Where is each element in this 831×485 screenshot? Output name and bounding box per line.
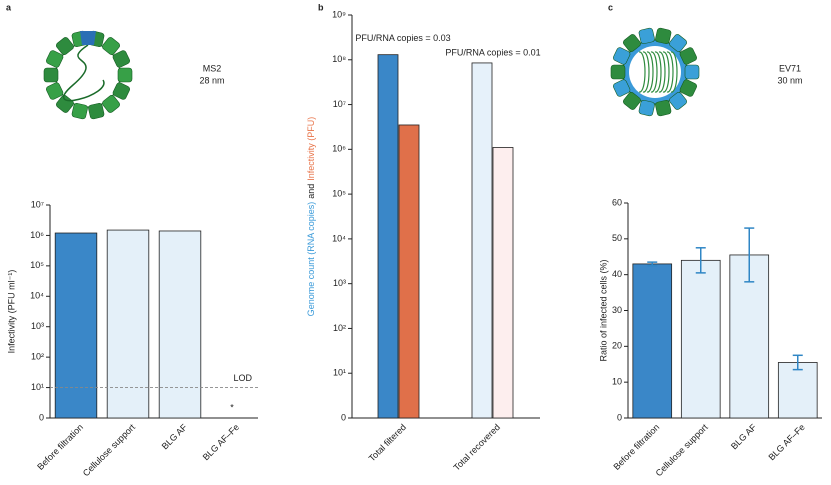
panel-letter: b [318, 2, 324, 12]
capsid-protein [638, 27, 655, 45]
virus-size: 28 nm [199, 75, 224, 85]
bar [471, 62, 493, 419]
capsid-protein [655, 27, 672, 45]
panel-letter: c [608, 2, 613, 12]
capsid-protein [102, 95, 120, 113]
capsid-protein [623, 34, 641, 52]
error-bar [792, 354, 803, 371]
x-tick-label: BLG AF–Fe [201, 422, 241, 462]
bar [158, 230, 202, 419]
y-tick-label: 10² [333, 323, 346, 333]
annotation: PFU/RNA copies = 0.03 [355, 33, 450, 43]
virus-name: MS2 [203, 63, 222, 73]
y-tick-label: 0 [341, 412, 346, 422]
virus-size: 30 nm [777, 75, 802, 85]
genome [63, 44, 105, 102]
panel-letter: a [6, 2, 12, 12]
reference-label: LOD [233, 373, 252, 383]
y-tick-label: 10³ [31, 321, 44, 331]
capsid-protein [669, 34, 687, 52]
capsid-protein [56, 95, 74, 113]
y-tick-label: 10² [31, 352, 44, 362]
capsid-protein [679, 79, 697, 97]
capsid-protein [46, 50, 64, 68]
capsid-protein [669, 92, 687, 110]
genome [638, 51, 678, 93]
error-bar [695, 247, 706, 274]
x-tick-label: BLG AF [729, 422, 759, 452]
y-axis-label-part: Infectivity (PFU) [306, 117, 316, 181]
capsid-protein [684, 64, 700, 80]
y-tick-label: 10¹ [31, 382, 44, 392]
y-tick-label: 10⁴ [30, 291, 44, 301]
y-tick-label: 0 [617, 412, 622, 422]
error-bar [744, 227, 755, 283]
capsid-protein [613, 79, 631, 97]
x-tick-label: Before filtration [35, 422, 85, 472]
x-tick-label: Before filtration [611, 422, 661, 472]
capsid-protein [88, 102, 105, 120]
x-tick-label: Total recovered [452, 422, 503, 473]
capsid-protein [623, 92, 641, 110]
y-axis-label: Ratio of infected cells (%) [598, 259, 608, 361]
capsid-protein [56, 37, 74, 55]
y-tick-label: 10⁹ [332, 9, 346, 19]
y-tick-label: 10⁷ [333, 99, 346, 109]
y-axis-label-part: and [306, 184, 316, 199]
bar [680, 259, 721, 419]
y-axis-label: Infectivity (PFU ml⁻¹) [6, 270, 16, 354]
capsid-protein [43, 67, 59, 83]
y-tick-label: 10³ [333, 278, 346, 288]
capsid-protein [102, 37, 120, 55]
capsid-protein [638, 99, 655, 117]
y-tick-label: 20 [612, 341, 622, 351]
y-tick-label: 0 [39, 412, 44, 422]
virus-name: EV71 [779, 63, 801, 73]
capsid-protein [679, 47, 697, 65]
capsid-protein [112, 82, 130, 100]
capsid-protein [112, 50, 130, 68]
capsid-protein [613, 47, 631, 65]
virus-illustration [610, 27, 700, 117]
annotation: * [230, 402, 234, 412]
y-axis-label-part: Genome count (RNA copies) [306, 202, 316, 317]
capsid-protein [71, 102, 88, 120]
y-tick-label: 10⁸ [332, 54, 346, 64]
y-tick-label: 10⁶ [30, 230, 44, 240]
y-tick-label: 10 [612, 377, 622, 387]
bar [777, 362, 818, 419]
y-tick-label: 10⁷ [31, 199, 44, 209]
bar [632, 263, 673, 419]
y-tick-label: 60 [612, 197, 622, 207]
bar [54, 232, 98, 419]
x-tick-label: BLG AF–Fe [767, 422, 807, 462]
y-tick-label: 10⁶ [332, 144, 346, 154]
y-tick-label: 10⁴ [332, 233, 346, 243]
bar [492, 147, 514, 419]
bar [377, 54, 399, 419]
capsid-protein [655, 99, 672, 117]
y-tick-label: 10⁵ [332, 188, 346, 198]
capsid-protein [610, 64, 626, 80]
y-tick-label: 40 [612, 269, 622, 279]
maturation-protein [80, 31, 96, 45]
y-tick-label: 10¹ [333, 368, 346, 378]
y-axis-label: Genome count (RNA copies) and Infectivity … [306, 117, 316, 317]
virus-illustration [43, 30, 133, 120]
bar [106, 229, 150, 419]
y-tick-label: 10⁵ [30, 260, 44, 270]
capsid-protein [117, 67, 133, 83]
x-tick-label: Cellulose support [81, 422, 138, 479]
annotation: PFU/RNA copies = 0.01 [445, 47, 540, 57]
bar [398, 124, 420, 419]
x-tick-label: Cellulose support [654, 422, 711, 479]
x-tick-label: BLG AF [160, 422, 190, 452]
x-tick-label: Total filtered [367, 422, 408, 463]
error-bar [647, 261, 658, 267]
capsid-protein [46, 82, 64, 100]
y-tick-label: 50 [612, 233, 622, 243]
y-tick-label: 30 [612, 305, 622, 315]
